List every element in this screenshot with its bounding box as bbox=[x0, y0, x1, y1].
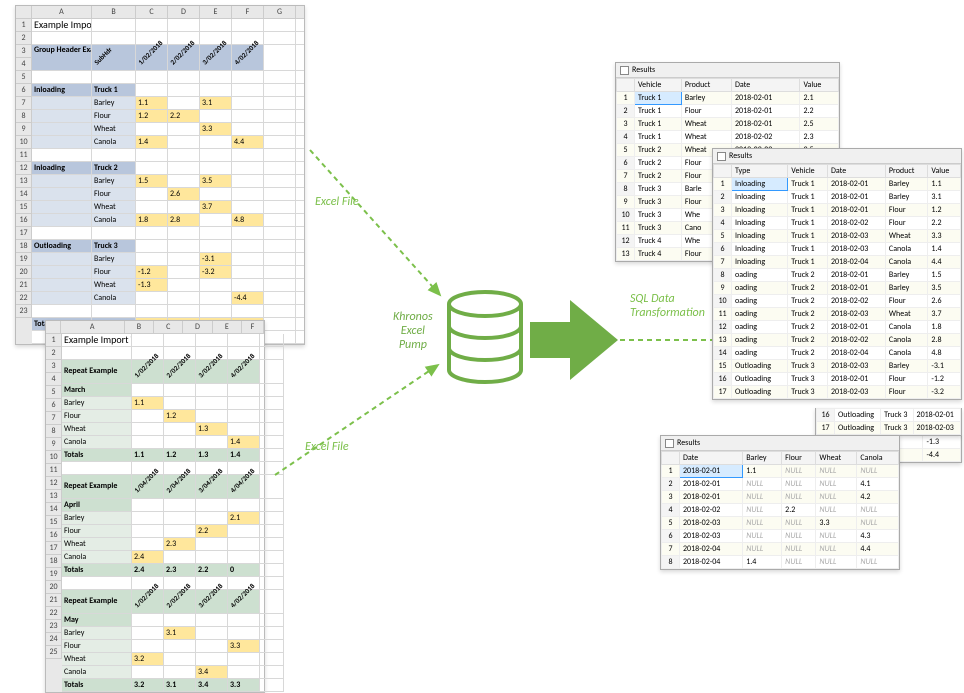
results-icon bbox=[665, 439, 674, 448]
excel-file-label-1: Excel File bbox=[315, 195, 359, 209]
results-titlebar-2: Results bbox=[713, 149, 961, 164]
grid-2: Example Import TablesRepeat Example1/02/… bbox=[62, 334, 284, 692]
col-headers-2: ABCDEF bbox=[46, 321, 264, 334]
col-headers-1: ABCDEFG bbox=[16, 6, 304, 19]
row-headers-2: 1234567891011121314151617181920212223242… bbox=[46, 334, 62, 692]
excel-window-1: ABCDEFG 12345678910111213141516171819202… bbox=[15, 5, 305, 345]
results-table-2: TypeVehicleDateProductValue1InloadingTru… bbox=[713, 164, 961, 399]
results-title: Results bbox=[729, 151, 752, 161]
results-titlebar-3: Results bbox=[661, 436, 899, 451]
flow-arrow-icon bbox=[530, 292, 620, 388]
results-title: Results bbox=[632, 65, 655, 75]
results-title: Results bbox=[677, 438, 700, 448]
excel-file-label-2: Excel File bbox=[305, 440, 349, 454]
sql-transform-label: SQL Data Transformation bbox=[630, 292, 705, 320]
results-window-3: Results DateBarleyFlourWheatCanola12018-… bbox=[660, 435, 900, 570]
results-icon bbox=[717, 152, 726, 161]
results-titlebar-1: Results bbox=[616, 63, 839, 78]
row-headers-1: 1234567891011121314151617181920212223 bbox=[16, 19, 32, 344]
results-window-2: Results TypeVehicleDateProductValue1Inlo… bbox=[712, 148, 962, 400]
database-icon bbox=[445, 290, 525, 390]
excel-window-2: ABCDEF 123456789101112131415161718192021… bbox=[45, 320, 265, 693]
center-label: Khronos Excel Pump bbox=[393, 310, 433, 352]
results-icon bbox=[620, 66, 629, 75]
results-table-3: DateBarleyFlourWheatCanola12018-02-011.1… bbox=[661, 451, 899, 569]
results-extra-rows: 16OutloadingTruck 32018-02-01 17Outloadi… bbox=[815, 408, 962, 436]
grid-1: Example Import TablesGroup Header Exampl… bbox=[32, 19, 304, 344]
